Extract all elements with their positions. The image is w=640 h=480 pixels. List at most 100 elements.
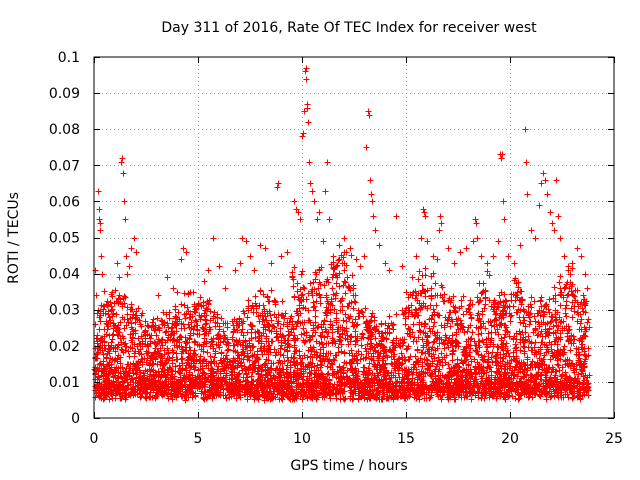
data-point [320,238,327,245]
data-point [268,260,275,267]
data-point [302,68,309,75]
data-point [420,206,427,213]
data-point [243,238,250,245]
data-point [393,213,400,220]
data-point [324,159,331,166]
data-point [365,108,372,115]
data-point [547,209,554,216]
data-point [451,260,458,267]
x-tick-label: 10 [293,431,311,447]
data-point [361,253,368,260]
data-point [478,253,485,260]
data-point [372,227,379,234]
x-axis-label: GPS time / hours [290,458,407,474]
y-tick-label: 0.01 [49,375,80,391]
data-point [257,242,264,249]
data-point [116,274,123,281]
y-tick-label: 0.04 [49,267,80,283]
data-point [437,213,444,220]
data-point [424,238,431,245]
data-point [118,159,125,166]
data-point [262,245,269,252]
data-point [124,271,131,278]
data-point [341,235,348,242]
x-tick-label: 20 [501,431,519,447]
dense-points-band [91,249,593,404]
data-point [98,253,105,260]
data-point [291,198,298,205]
data-point [540,170,547,177]
data-point [565,267,572,274]
data-point [555,213,562,220]
data-point [96,216,103,223]
data-point [128,245,135,252]
y-tick-label: 0.02 [49,339,80,355]
y-axis-label: ROTI / TECUs [6,192,22,284]
data-point [295,209,302,216]
data-point [210,235,217,242]
data-point [304,105,311,112]
data-point [536,202,543,209]
data-point [170,285,177,292]
data-point [438,220,445,227]
data-point [278,253,285,260]
data-point [528,227,535,234]
data-point [306,159,313,166]
y-tick-label: 0 [71,411,80,427]
data-point [311,198,318,205]
data-point [522,126,529,133]
data-point [195,303,202,310]
data-point [517,242,524,249]
data-point [542,177,549,184]
data-point [97,220,104,227]
data-point [274,184,281,191]
data-point [473,220,480,227]
data-point [499,151,506,158]
data-point [303,76,310,83]
data-point [399,263,406,270]
data-point [121,198,128,205]
data-point [418,235,425,242]
data-point [500,198,507,205]
data-point [368,191,375,198]
data-point [97,227,104,234]
data-point [322,188,329,195]
data-point [297,216,304,223]
data-point [300,130,307,137]
data-point [436,227,443,234]
data-point [511,260,518,267]
x-tick-label: 5 [194,431,203,447]
data-point [307,180,314,187]
y-tick-label: 0.1 [58,50,80,66]
data-point [353,256,360,263]
data-point [421,209,428,216]
data-point [120,170,127,177]
data-point [544,191,551,198]
data-point [370,213,377,220]
data-point [123,253,130,260]
data-point [413,253,420,260]
data-point [470,238,477,245]
data-point [569,260,576,267]
data-point [180,245,187,252]
x-tick-label: 0 [90,431,99,447]
data-point [178,256,185,263]
data-point [305,119,312,126]
data-point [216,263,223,270]
x-tick-labels: 0 5 10 15 20 25 [90,431,623,447]
data-point [119,155,126,162]
data-point [95,188,102,195]
data-point [382,260,389,267]
data-point [403,289,410,296]
data-point [532,235,539,242]
data-point [187,289,194,296]
data-point [501,216,508,223]
data-point [366,112,373,119]
y-tick-label: 0.06 [49,194,80,210]
data-point [524,191,531,198]
data-point [303,65,310,72]
data-point [301,108,308,115]
data-point [336,242,343,249]
data-point [574,245,581,252]
y-tick-label: 0.07 [49,158,80,174]
